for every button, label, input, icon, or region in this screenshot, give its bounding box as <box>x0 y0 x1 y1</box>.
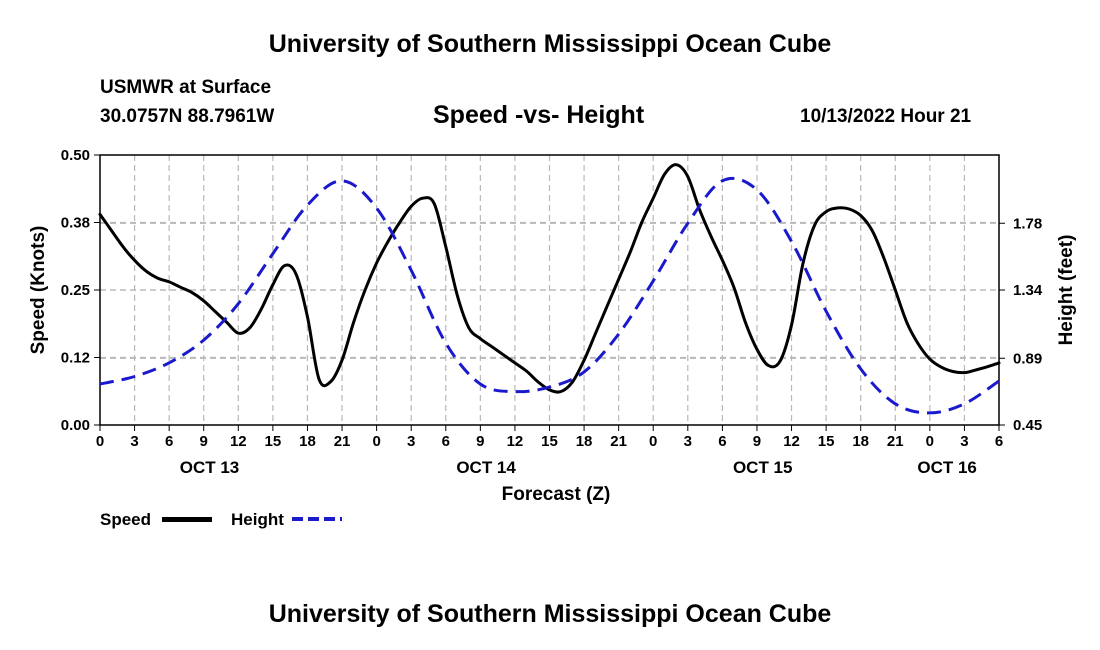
chart-subtitle: Speed -vs- Height <box>433 101 645 129</box>
page-title: University of Southern Mississippi Ocean… <box>268 30 832 58</box>
station-coordinates: 30.0757N 88.7961W <box>100 106 275 127</box>
x-tick-label: 9 <box>200 433 208 450</box>
x-tick-label: 18 <box>299 433 316 450</box>
x-tick-label: 12 <box>507 433 524 450</box>
left-tick-label: 0.50 <box>61 147 90 164</box>
x-axis-label: Forecast (Z) <box>502 484 611 505</box>
x-tick-label: 12 <box>783 433 800 450</box>
x-tick-label: 18 <box>576 433 593 450</box>
x-tick-label: 21 <box>334 433 351 450</box>
x-tick-label: 0 <box>926 433 934 450</box>
legend-height-label: Height <box>231 510 284 529</box>
grid-lines <box>100 154 999 425</box>
left-tick-label: 0.12 <box>61 350 90 367</box>
date-label: OCT 13 <box>180 458 240 477</box>
legend-speed-swatch <box>162 517 212 522</box>
date-label: OCT 16 <box>917 458 977 477</box>
axis-ticks: 0 3 6 9 12 15 18 21 0 3 6 9 12 15 18 21 0 3 6 9 12 15 18 21 0 3 6O… <box>61 147 1043 477</box>
x-tick-label: 0 <box>96 433 104 450</box>
x-tick-label: 0 <box>372 433 380 450</box>
station-label: USMWR at Surface <box>100 77 272 98</box>
series-line-speed <box>98 163 1001 394</box>
date-label: OCT 15 <box>733 458 793 477</box>
right-tick-label: 0.45 <box>1013 417 1042 434</box>
x-tick-label: 12 <box>230 433 247 450</box>
x-tick-label: 21 <box>610 433 627 450</box>
footer-title: University of Southern Mississippi Ocean… <box>268 600 832 628</box>
right-tick-label: 0.89 <box>1013 350 1042 367</box>
y-axis-left-label: Speed (Knots) <box>28 226 49 355</box>
x-tick-label: 15 <box>541 433 558 450</box>
x-tick-label: 3 <box>684 433 692 450</box>
x-tick-label: 9 <box>753 433 761 450</box>
x-tick-label: 6 <box>718 433 726 450</box>
x-tick-label: 3 <box>960 433 968 450</box>
x-tick-label: 9 <box>476 433 484 450</box>
series-line-height <box>99 176 1000 415</box>
legend-speed-label: Speed <box>100 510 152 529</box>
y-axis-right-label: Height (feet) <box>1056 235 1077 346</box>
x-tick-label: 18 <box>852 433 869 450</box>
x-tick-label: 6 <box>165 433 173 450</box>
legend-height-swatch <box>292 517 342 521</box>
date-label: OCT 14 <box>456 458 516 477</box>
x-tick-label: 6 <box>995 433 1003 450</box>
left-tick-label: 0.25 <box>61 282 90 299</box>
right-tick-label: 1.34 <box>1013 282 1043 299</box>
left-tick-label: 0.00 <box>61 417 90 434</box>
forecast-datetime: 10/13/2022 Hour 21 <box>800 106 972 127</box>
left-tick-label: 0.38 <box>61 215 90 232</box>
x-tick-label: 15 <box>818 433 835 450</box>
x-tick-label: 6 <box>442 433 450 450</box>
x-tick-label: 3 <box>130 433 138 450</box>
series-lines <box>98 163 1001 415</box>
right-tick-label: 1.78 <box>1013 215 1042 232</box>
x-tick-label: 0 <box>649 433 657 450</box>
x-tick-label: 15 <box>265 433 282 450</box>
x-tick-label: 3 <box>407 433 415 450</box>
x-tick-label: 21 <box>887 433 904 450</box>
